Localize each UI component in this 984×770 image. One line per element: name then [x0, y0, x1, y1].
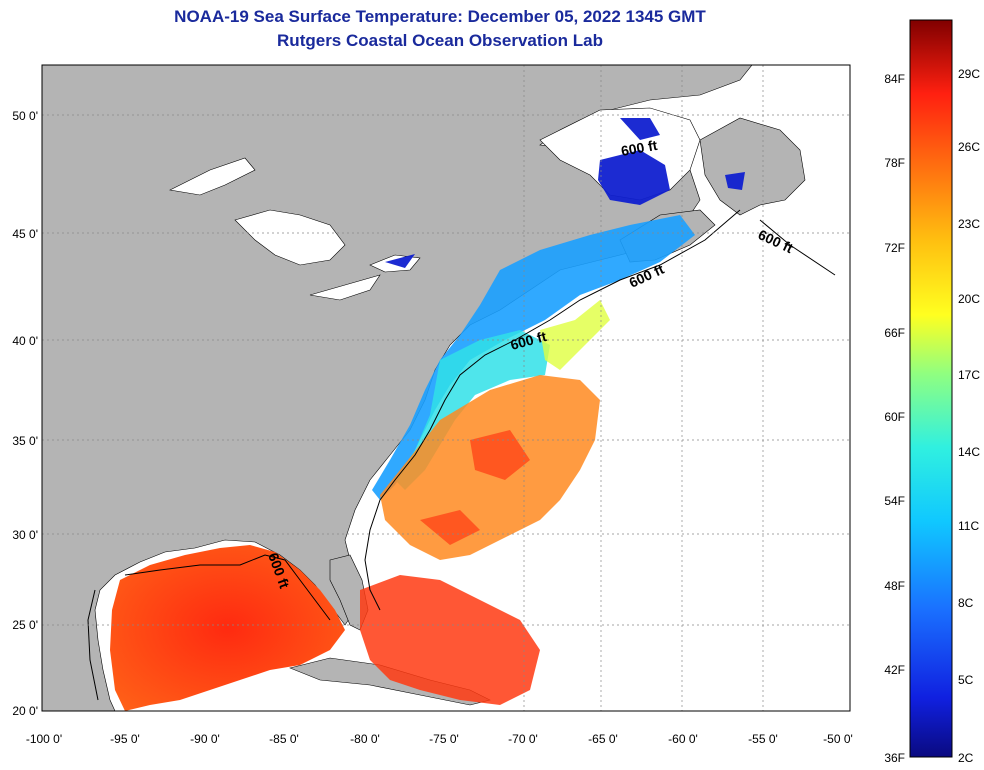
colorbar-c-label: 14C — [958, 445, 980, 459]
contour-600ft — [87, 209, 836, 701]
colorbar-f-label: 66F — [884, 326, 905, 340]
lon-label: -70 0' — [508, 732, 538, 746]
sst-shelf-yellow — [540, 300, 610, 370]
colorbar — [909, 19, 953, 758]
colorbar-f-label: 36F — [884, 751, 905, 765]
colorbar-fahrenheit: 84F 78F 72F 66F 60F 54F 48F 42F 36F — [884, 72, 905, 765]
lon-label: -100 0' — [26, 732, 62, 746]
lon-label: -90 0' — [190, 732, 220, 746]
sst-atlantic-red — [420, 430, 530, 545]
sst-gulf-of-mexico — [110, 545, 345, 711]
lon-label: -75 0' — [429, 732, 459, 746]
colorbar-c-label: 26C — [958, 140, 980, 154]
colorbar-f-label: 42F — [884, 663, 905, 677]
lat-label: 35 0' — [12, 434, 38, 448]
contour-label: 600 ft — [620, 137, 659, 159]
lat-label: 50 0' — [12, 109, 38, 123]
colorbar-f-label: 78F — [884, 156, 905, 170]
lat-label: 25 0' — [12, 618, 38, 632]
lon-label: -95 0' — [110, 732, 140, 746]
colorbar-f-label: 60F — [884, 410, 905, 424]
colorbar-f-label: 84F — [884, 72, 905, 86]
lon-label: -65 0' — [588, 732, 618, 746]
lon-axis: -100 0' -95 0' -90 0' -85 0' -80 0' -75 … — [26, 732, 853, 746]
colorbar-f-label: 72F — [884, 241, 905, 255]
colorbar-c-label: 17C — [958, 368, 980, 382]
lat-label: 45 0' — [12, 227, 38, 241]
lon-label: -55 0' — [748, 732, 778, 746]
lon-label: -50 0' — [823, 732, 853, 746]
land-newfoundland — [699, 117, 806, 216]
lat-label: 40 0' — [12, 334, 38, 348]
colorbar-c-label: 23C — [958, 217, 980, 231]
lat-label: 30 0' — [12, 528, 38, 542]
colorbar-f-label: 48F — [884, 579, 905, 593]
sst-southern-warm — [360, 575, 540, 705]
sst-shelf-region — [372, 215, 695, 500]
colorbar-f-label: 54F — [884, 494, 905, 508]
colorbar-c-label: 5C — [958, 673, 974, 687]
colorbar-celsius: 29C 26C 23C 20C 17C 14C 11C 8C 5C 2C — [958, 67, 980, 765]
lat-label: 20 0' — [12, 704, 38, 718]
lat-axis: 20 0' 25 0' 30 0' 35 0' 40 0' 45 0' 50 0… — [12, 109, 38, 718]
colorbar-c-label: 2C — [958, 751, 974, 765]
colorbar-c-label: 20C — [958, 292, 980, 306]
colorbar-c-label: 11C — [958, 519, 979, 533]
map-border — [41, 64, 851, 712]
great-lakes — [169, 157, 421, 301]
lon-label: -60 0' — [668, 732, 698, 746]
map-subtitle: Rutgers Coastal Ocean Observation Lab — [277, 31, 603, 50]
map-title: NOAA-19 Sea Surface Temperature: Decembe… — [174, 7, 706, 26]
colorbar-c-label: 29C — [958, 67, 980, 81]
lon-label: -85 0' — [269, 732, 299, 746]
lon-label: -80 0' — [350, 732, 380, 746]
colorbar-c-label: 8C — [958, 596, 974, 610]
